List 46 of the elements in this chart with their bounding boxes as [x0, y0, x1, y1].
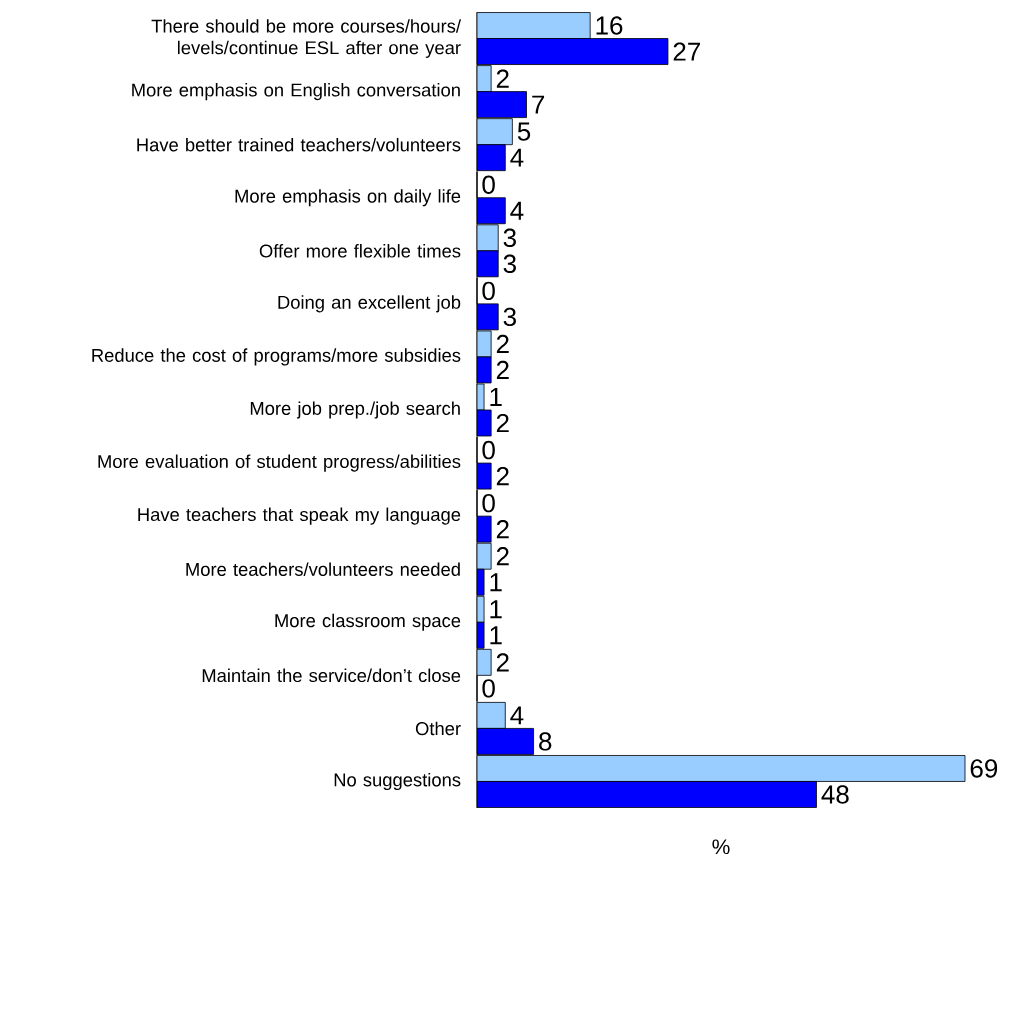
data-label: 3 [503, 307, 516, 327]
data-label: 4 [510, 148, 524, 167]
data-label: 1 [490, 388, 502, 406]
data-label: 27 [673, 42, 700, 61]
y-tick-label: No suggestions [334, 772, 461, 791]
data-label: 0 [482, 493, 495, 513]
data-label: 5 [517, 122, 531, 141]
data-label: 69 [970, 759, 998, 778]
y-tick-label: Maintain the service/don’t close [202, 668, 461, 683]
data-label: 2 [496, 547, 509, 566]
y-tick-label: More classroom space [275, 613, 461, 631]
data-label: 2 [496, 466, 509, 486]
data-label: 8 [539, 732, 552, 751]
data-label: 4 [510, 706, 524, 725]
data-label: 2 [496, 653, 509, 672]
data-label: 2 [496, 413, 509, 433]
data-label: 1 [490, 600, 502, 619]
y-tick-label: Reduce the cost of programs/more subsidies [92, 348, 461, 366]
data-label: 2 [496, 69, 509, 88]
data-label: 1 [490, 573, 502, 592]
data-label: 7 [532, 95, 545, 114]
y-tick-label: Doing an excellent job [278, 295, 461, 313]
data-label: 48 [821, 785, 849, 804]
data-label: 0 [482, 440, 495, 460]
data-label: 3 [503, 254, 516, 274]
data-label: 1 [490, 626, 502, 645]
y-tick-label: More emphasis on daily life [235, 189, 461, 207]
y-tick-label: More emphasis on English conversation [132, 83, 460, 101]
data-label: 3 [503, 228, 516, 248]
data-label: 0 [482, 281, 495, 301]
data-label: 4 [510, 201, 524, 220]
y-tick-label: More evaluation of student progress/abilities [98, 454, 461, 472]
data-label: 0 [482, 679, 495, 698]
data-label: 2 [496, 360, 509, 380]
data-label: 16 [596, 16, 623, 35]
y-tick-label: There should be more courses/hours/ levels/continue ESL after one year [151, 19, 462, 58]
data-label: 2 [496, 520, 509, 539]
y-tick-label: Other [415, 721, 461, 736]
y-tick-label: More teachers/volunteers needed [186, 562, 460, 576]
y-tick-label: Have teachers that speak my language [138, 507, 461, 525]
y-tick-label: More job prep./job search [250, 401, 460, 419]
data-label: 2 [496, 334, 509, 354]
data-label: 0 [482, 175, 495, 194]
y-tick-label: Have better trained teachers/volunteers [137, 137, 461, 152]
y-tick-label: Offer more flexible times [259, 244, 461, 258]
x-axis-title: % [712, 839, 730, 855]
